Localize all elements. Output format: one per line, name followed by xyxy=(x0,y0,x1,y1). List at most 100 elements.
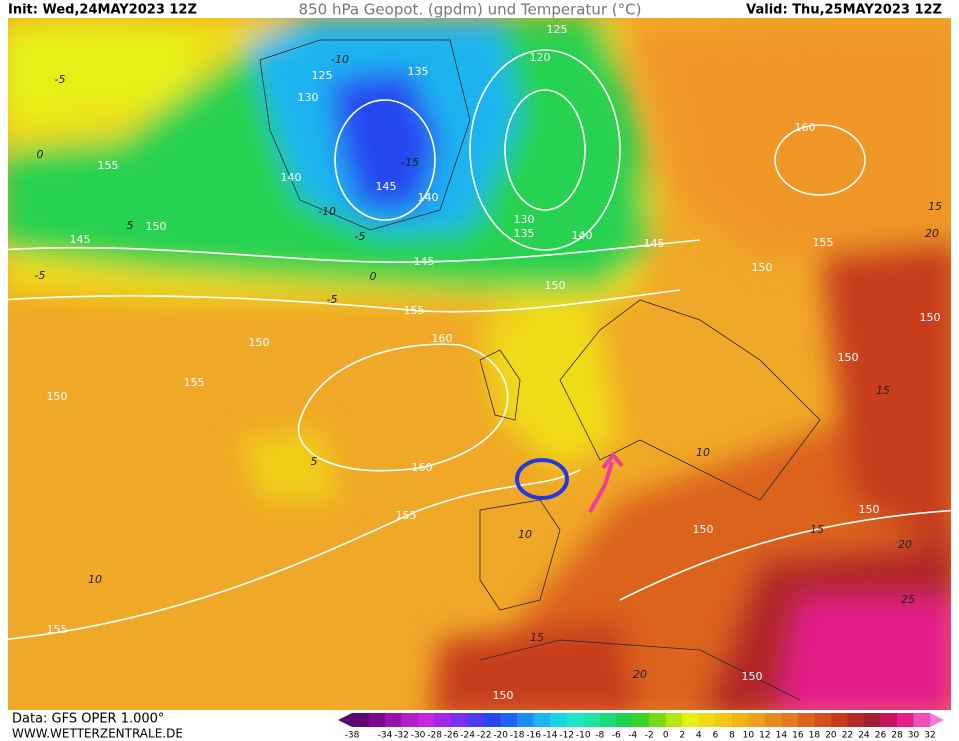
geopotential-label: 150 xyxy=(249,336,270,349)
colorbar-label: 2 xyxy=(679,731,685,741)
map-title: 850 hPa Geopot. (gpdm) und Temperatur (°… xyxy=(299,1,642,19)
colorbar-label: 22 xyxy=(842,731,853,741)
colorbar-label: -20 xyxy=(493,731,508,741)
geopotential-label: 140 xyxy=(418,191,439,204)
colorbar-label: 32 xyxy=(924,731,935,741)
temperature-label: 25 xyxy=(901,593,915,606)
colorbar-label: -38 xyxy=(345,731,360,741)
temperature-label: 15 xyxy=(876,384,890,397)
geopotential-label: 155 xyxy=(813,236,834,249)
geopotential-label: 155 xyxy=(396,509,417,522)
geopotential-label: 150 xyxy=(742,670,763,683)
temperature-label: 15 xyxy=(928,200,942,213)
colorbar-label: -26 xyxy=(444,731,459,741)
temperature-label: -5 xyxy=(355,230,366,243)
colorbar-label: 6 xyxy=(712,731,718,741)
geopotential-label: 155 xyxy=(47,623,68,636)
map-field xyxy=(8,18,951,710)
contours xyxy=(8,49,951,640)
geopotential-label: 160 xyxy=(432,332,453,345)
geopotential-label: 160 xyxy=(412,461,433,474)
colorbar-swatch xyxy=(781,713,799,727)
colorbar-swatch xyxy=(698,713,716,727)
geopotential-label: 150 xyxy=(693,523,714,536)
colorbar-label: 24 xyxy=(858,731,870,741)
geopotential-label: 140 xyxy=(572,229,593,242)
geopotential-label: 125 xyxy=(312,69,333,82)
temperature-label: -5 xyxy=(327,293,338,306)
temperature-label: -15 xyxy=(401,156,419,169)
geopotential-label: 145 xyxy=(376,180,397,193)
geopotential-label: 145 xyxy=(70,233,91,246)
colorbar-swatch xyxy=(616,713,634,727)
temperature-label: -10 xyxy=(318,205,336,218)
colorbar-label: 12 xyxy=(759,731,770,741)
colorbar-swatch xyxy=(715,713,733,727)
geopotential-label: 150 xyxy=(838,351,859,364)
init-time: Init: Wed,24MAY2023 12Z xyxy=(8,3,197,18)
temperature-label: -10 xyxy=(331,53,349,66)
colorbar-label: -6 xyxy=(612,731,621,741)
colorbar-swatch xyxy=(814,713,832,727)
colorbar-label: 28 xyxy=(891,731,903,741)
temperature-label: 5 xyxy=(311,455,318,468)
colorbar-swatch xyxy=(467,713,485,727)
annotation-circle xyxy=(515,458,569,500)
colorbar-swatch xyxy=(847,713,865,727)
colorbar-label: -34 xyxy=(378,731,393,741)
geopotential-label: 135 xyxy=(514,227,535,240)
colorbar-label: 4 xyxy=(696,731,702,741)
colorbar-swatch xyxy=(583,713,601,727)
colorbar-swatch xyxy=(484,713,502,727)
colorbar-label: -2 xyxy=(645,731,654,741)
temperature-label: -5 xyxy=(35,269,46,282)
colorbar-swatch xyxy=(863,713,881,727)
colorbar-label: 14 xyxy=(776,731,788,741)
temperature-label: 10 xyxy=(696,446,710,459)
colorbar-swatch xyxy=(632,713,650,727)
geopotential-label: 150 xyxy=(859,503,880,516)
colorbar-swatch xyxy=(880,713,898,727)
colorbar-label: -12 xyxy=(559,731,574,741)
data-source: Data: GFS OPER 1.000° xyxy=(12,712,164,727)
colorbar-end xyxy=(930,713,944,727)
colorbar-swatch xyxy=(500,713,518,727)
geopotential-label: 145 xyxy=(414,255,435,268)
colorbar-swatch xyxy=(352,713,370,727)
geopotential-label: 125 xyxy=(547,23,568,36)
geopotential-label: 155 xyxy=(184,376,205,389)
colorbar-label: -24 xyxy=(460,731,475,741)
colorbar-swatch xyxy=(566,713,584,727)
geopotential-label: 130 xyxy=(514,213,535,226)
geopotential-label: 160 xyxy=(795,121,816,134)
colorbar-swatch xyxy=(533,713,551,727)
colorbar-label: -4 xyxy=(628,731,637,741)
valid-time: Valid: Thu,25MAY2023 12Z xyxy=(746,3,942,18)
colorbar-label: 10 xyxy=(743,731,755,741)
geopotential-label: 155 xyxy=(98,159,119,172)
colorbar-swatch xyxy=(451,713,469,727)
temperature-label: 0 xyxy=(370,270,377,283)
colorbar-swatch xyxy=(368,713,386,727)
colorbar-swatch xyxy=(682,713,700,727)
temperature-label: -5 xyxy=(55,73,66,86)
geopotential-label: 150 xyxy=(920,311,941,324)
geopotential-label: 150 xyxy=(752,261,773,274)
colorbar-swatch xyxy=(434,713,452,727)
colorbar-label: 26 xyxy=(875,731,887,741)
colorbar-label: 18 xyxy=(809,731,821,741)
temperature-label: 15 xyxy=(530,631,544,644)
colorbar-label: -16 xyxy=(526,731,541,741)
geopotential-label: 150 xyxy=(545,279,566,292)
colorbar-label: 30 xyxy=(908,731,920,741)
colorbar-swatch xyxy=(649,713,667,727)
website: WWW.WETTERZENTRALE.DE xyxy=(12,727,183,741)
colorbar-swatch xyxy=(665,713,683,727)
coastlines xyxy=(259,39,821,701)
temperature-label: 10 xyxy=(88,573,102,586)
geopotential-label: 145 xyxy=(644,237,665,250)
colorbar-swatch xyxy=(896,713,914,727)
temperature-label: 5 xyxy=(127,219,134,232)
colorbar-label: -30 xyxy=(411,731,426,741)
